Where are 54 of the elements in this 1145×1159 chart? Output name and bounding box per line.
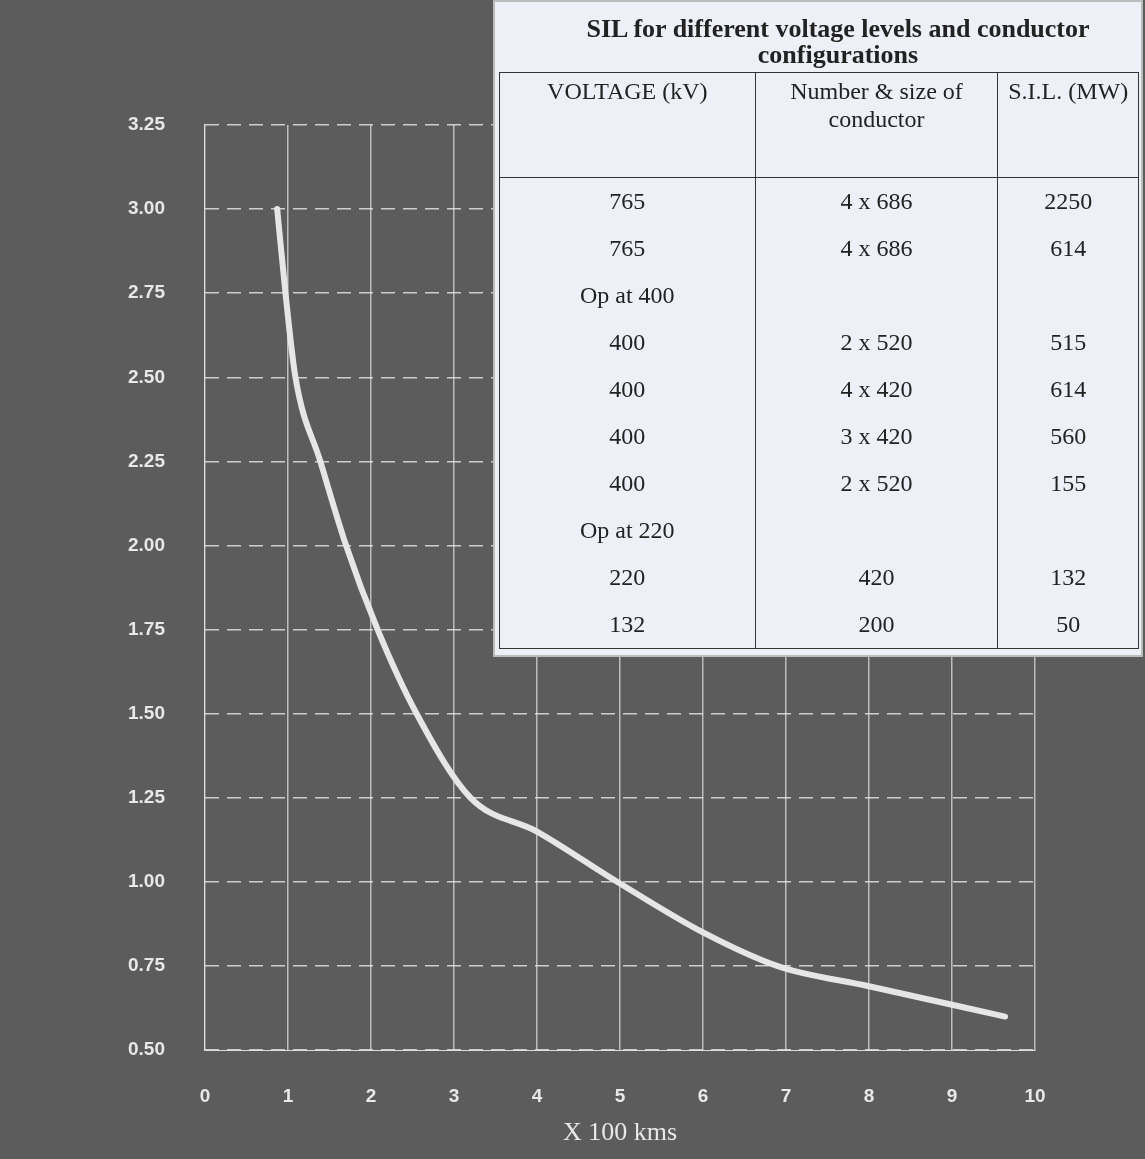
text: 765	[609, 235, 646, 261]
text: 200	[858, 611, 895, 637]
text: 614	[1050, 235, 1087, 261]
x-axis-title: X 100 kms	[562, 1117, 678, 1147]
y-tick-label: 2.00	[128, 533, 165, 555]
text: 2 x 520	[840, 329, 913, 355]
text: 515	[1050, 329, 1087, 355]
y-tick-label: 2.75	[128, 281, 166, 303]
text: 2 x 520	[840, 470, 913, 496]
text: 400	[609, 329, 646, 355]
x-tick-label: 10	[1024, 1084, 1046, 1106]
text: 2250	[1044, 188, 1093, 214]
text: 765	[609, 188, 646, 214]
text: 400	[609, 470, 646, 496]
x-tick-label: 5	[614, 1084, 626, 1106]
y-tick-label: 2.50	[128, 365, 165, 387]
text: 420	[858, 564, 895, 590]
text: 400	[609, 376, 646, 402]
y-tick-label: 1.50	[128, 702, 165, 723]
y-tick-label: 3.25	[128, 113, 166, 135]
text: 3 x 420	[840, 423, 913, 449]
text: 560	[1050, 423, 1087, 449]
y-tick-label: 2.25	[128, 449, 166, 471]
x-tick-label: 7	[780, 1084, 792, 1106]
category-label: S.I.L. (MW)	[997, 72, 1139, 178]
x-tick-label: 8	[863, 1084, 875, 1106]
text: 220	[609, 564, 646, 590]
x-tick-label: 2	[365, 1084, 377, 1106]
y-tick-label: 3.00	[128, 197, 165, 219]
x-tick-label: 4	[531, 1084, 543, 1106]
text: 400	[609, 423, 646, 449]
x-tick-label: 3	[448, 1084, 460, 1106]
y-tick-label: 1.25	[128, 786, 166, 808]
text: 4 x 686	[840, 188, 913, 214]
text: 132	[609, 611, 646, 637]
x-tick-label: 9	[946, 1084, 958, 1106]
y-tick-label: 0.75	[128, 954, 166, 976]
category-label: Number & size of conductor	[755, 72, 998, 178]
text: 155	[1050, 470, 1087, 496]
text: Op at 400	[579, 282, 675, 308]
category-label: VOLTAGE (kV)	[499, 72, 756, 178]
text: SIL for different voltage levels and conductor configurations	[585, 14, 1091, 69]
x-tick-label: 1	[282, 1084, 294, 1106]
text: 132	[1050, 564, 1087, 590]
text: 614	[1050, 376, 1087, 402]
y-tick-label: 1.75	[128, 617, 166, 639]
text: 4 x 420	[840, 376, 913, 402]
x-tick-label: 0	[199, 1084, 211, 1106]
text: 50	[1056, 611, 1081, 637]
y-tick-label: 1.00	[128, 870, 165, 892]
x-tick-label: 6	[697, 1084, 709, 1106]
y-tick-label: 0.50	[128, 1038, 165, 1060]
text: Op at 220	[579, 517, 675, 543]
text: 4 x 686	[840, 235, 913, 261]
